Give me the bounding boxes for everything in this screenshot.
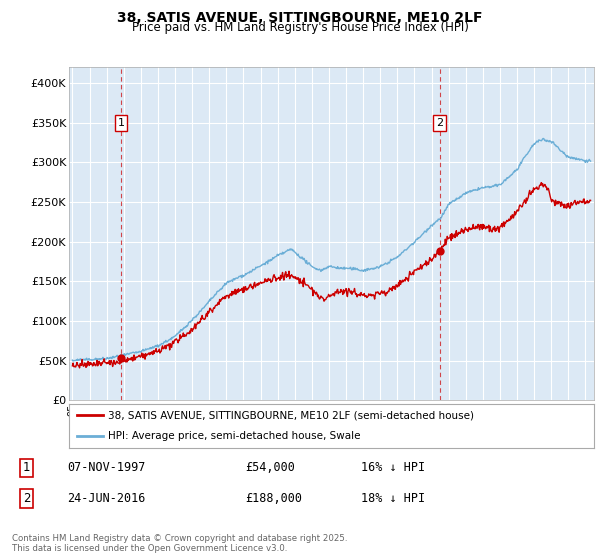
Text: 38, SATIS AVENUE, SITTINGBOURNE, ME10 2LF (semi-detached house): 38, SATIS AVENUE, SITTINGBOURNE, ME10 2L… [109, 410, 475, 420]
Text: 38, SATIS AVENUE, SITTINGBOURNE, ME10 2LF: 38, SATIS AVENUE, SITTINGBOURNE, ME10 2L… [117, 11, 483, 25]
Text: 2: 2 [23, 492, 30, 505]
Text: £188,000: £188,000 [245, 492, 302, 505]
Text: HPI: Average price, semi-detached house, Swale: HPI: Average price, semi-detached house,… [109, 431, 361, 441]
Text: 24-JUN-2016: 24-JUN-2016 [67, 492, 146, 505]
Text: 07-NOV-1997: 07-NOV-1997 [67, 461, 146, 474]
Text: 16% ↓ HPI: 16% ↓ HPI [361, 461, 425, 474]
Text: 1: 1 [118, 118, 125, 128]
Text: 18% ↓ HPI: 18% ↓ HPI [361, 492, 425, 505]
Text: Price paid vs. HM Land Registry's House Price Index (HPI): Price paid vs. HM Land Registry's House … [131, 21, 469, 34]
Text: Contains HM Land Registry data © Crown copyright and database right 2025.
This d: Contains HM Land Registry data © Crown c… [12, 534, 347, 553]
Text: 2: 2 [436, 118, 443, 128]
Text: £54,000: £54,000 [245, 461, 295, 474]
Text: 1: 1 [23, 461, 30, 474]
